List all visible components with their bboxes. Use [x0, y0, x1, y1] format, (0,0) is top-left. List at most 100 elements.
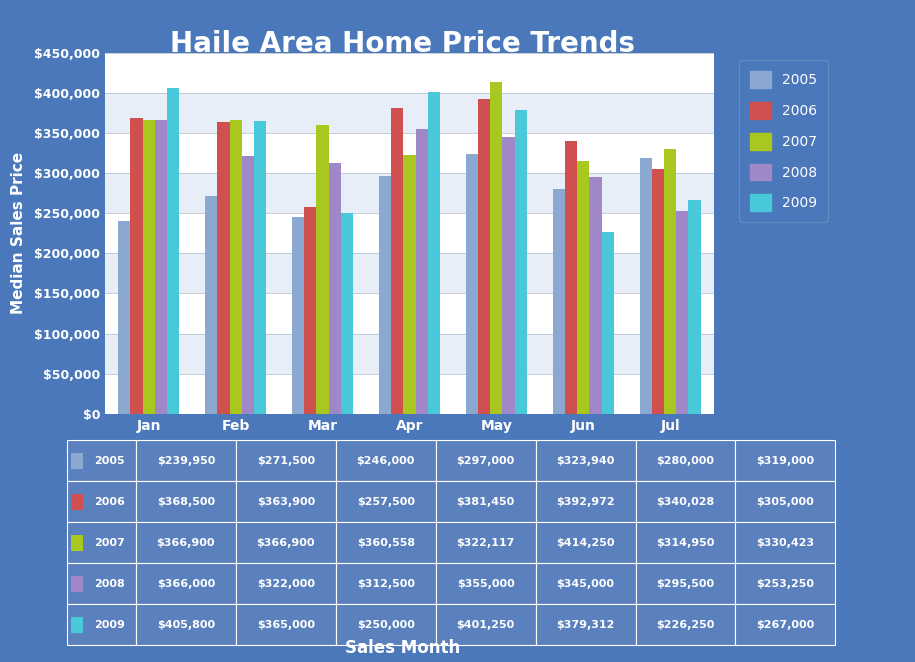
Bar — [636, 604, 736, 645]
Text: $314,950: $314,950 — [656, 538, 715, 548]
Bar — [67, 522, 136, 563]
Bar — [636, 481, 736, 522]
Text: $355,000: $355,000 — [457, 579, 514, 589]
Y-axis label: Median Sales Price: Median Sales Price — [11, 152, 26, 314]
Bar — [436, 481, 535, 522]
Bar — [236, 440, 336, 481]
Bar — [317, 124, 328, 414]
Text: $392,972: $392,972 — [556, 496, 615, 507]
Bar — [514, 110, 527, 414]
Bar — [535, 604, 636, 645]
Bar — [230, 120, 242, 414]
Text: Haile Area Home Price Trends: Haile Area Home Price Trends — [170, 30, 635, 58]
Bar — [253, 121, 266, 414]
Bar — [305, 207, 317, 414]
Bar — [167, 89, 179, 414]
Text: $246,000: $246,000 — [357, 455, 414, 466]
Bar — [242, 156, 253, 414]
Bar — [436, 440, 535, 481]
Text: $323,940: $323,940 — [556, 455, 615, 466]
Bar — [466, 154, 479, 414]
Bar — [205, 196, 218, 414]
Text: $253,250: $253,250 — [757, 579, 814, 589]
Bar — [118, 221, 131, 414]
Bar — [71, 453, 83, 469]
Bar — [336, 563, 436, 604]
Bar — [640, 158, 652, 414]
Text: $271,500: $271,500 — [257, 455, 315, 466]
Bar — [535, 440, 636, 481]
Bar — [490, 81, 502, 414]
Bar — [340, 213, 353, 414]
Bar — [415, 129, 427, 414]
Bar — [479, 99, 490, 414]
Text: $226,250: $226,250 — [656, 620, 715, 630]
Bar — [379, 175, 392, 414]
Bar — [155, 120, 167, 414]
Text: $366,900: $366,900 — [256, 538, 315, 548]
Bar — [105, 334, 714, 373]
Bar — [136, 481, 236, 522]
Text: 2007: 2007 — [94, 538, 125, 548]
Bar — [236, 604, 336, 645]
Bar — [652, 169, 664, 414]
Bar — [105, 254, 714, 293]
Text: $365,000: $365,000 — [257, 620, 315, 630]
Bar — [589, 177, 601, 414]
Text: $305,000: $305,000 — [757, 496, 814, 507]
Bar — [736, 440, 835, 481]
Bar — [502, 137, 514, 414]
Bar — [105, 173, 714, 213]
Bar — [392, 108, 404, 414]
Bar — [218, 122, 230, 414]
Text: $297,000: $297,000 — [457, 455, 515, 466]
Text: Sales Month: Sales Month — [345, 639, 460, 657]
Bar — [436, 563, 535, 604]
Bar — [636, 440, 736, 481]
Bar — [336, 481, 436, 522]
Bar — [736, 604, 835, 645]
Bar — [67, 563, 136, 604]
Bar — [736, 522, 835, 563]
Text: $401,250: $401,250 — [457, 620, 515, 630]
Bar — [636, 522, 736, 563]
Bar — [328, 164, 340, 414]
Text: 2008: 2008 — [94, 579, 125, 589]
Bar — [404, 156, 415, 414]
Bar — [436, 604, 535, 645]
Bar — [71, 617, 83, 633]
Text: $257,500: $257,500 — [357, 496, 414, 507]
Bar — [535, 481, 636, 522]
Bar — [427, 92, 440, 414]
Bar — [136, 440, 236, 481]
Text: $360,558: $360,558 — [357, 538, 414, 548]
Bar — [565, 141, 577, 414]
Text: $405,800: $405,800 — [156, 620, 215, 630]
Bar — [105, 213, 714, 254]
Bar — [636, 563, 736, 604]
Text: $330,423: $330,423 — [757, 538, 814, 548]
Text: $239,950: $239,950 — [156, 455, 215, 466]
Bar — [535, 522, 636, 563]
Text: $345,000: $345,000 — [556, 579, 615, 589]
Bar — [105, 53, 714, 93]
Text: $250,000: $250,000 — [357, 620, 414, 630]
Bar — [236, 481, 336, 522]
Text: $322,117: $322,117 — [457, 538, 515, 548]
Bar — [688, 200, 701, 414]
Bar — [736, 563, 835, 604]
Text: $414,250: $414,250 — [556, 538, 615, 548]
Bar — [577, 162, 589, 414]
Text: $381,450: $381,450 — [457, 496, 515, 507]
Bar — [136, 522, 236, 563]
Bar — [664, 149, 676, 414]
Bar — [131, 118, 143, 414]
Bar — [601, 232, 614, 414]
Text: $267,000: $267,000 — [757, 620, 814, 630]
Text: $368,500: $368,500 — [156, 496, 215, 507]
Text: $366,000: $366,000 — [156, 579, 215, 589]
Bar — [336, 440, 436, 481]
Bar — [105, 293, 714, 334]
Bar — [143, 120, 155, 414]
Text: 2005: 2005 — [94, 455, 125, 466]
